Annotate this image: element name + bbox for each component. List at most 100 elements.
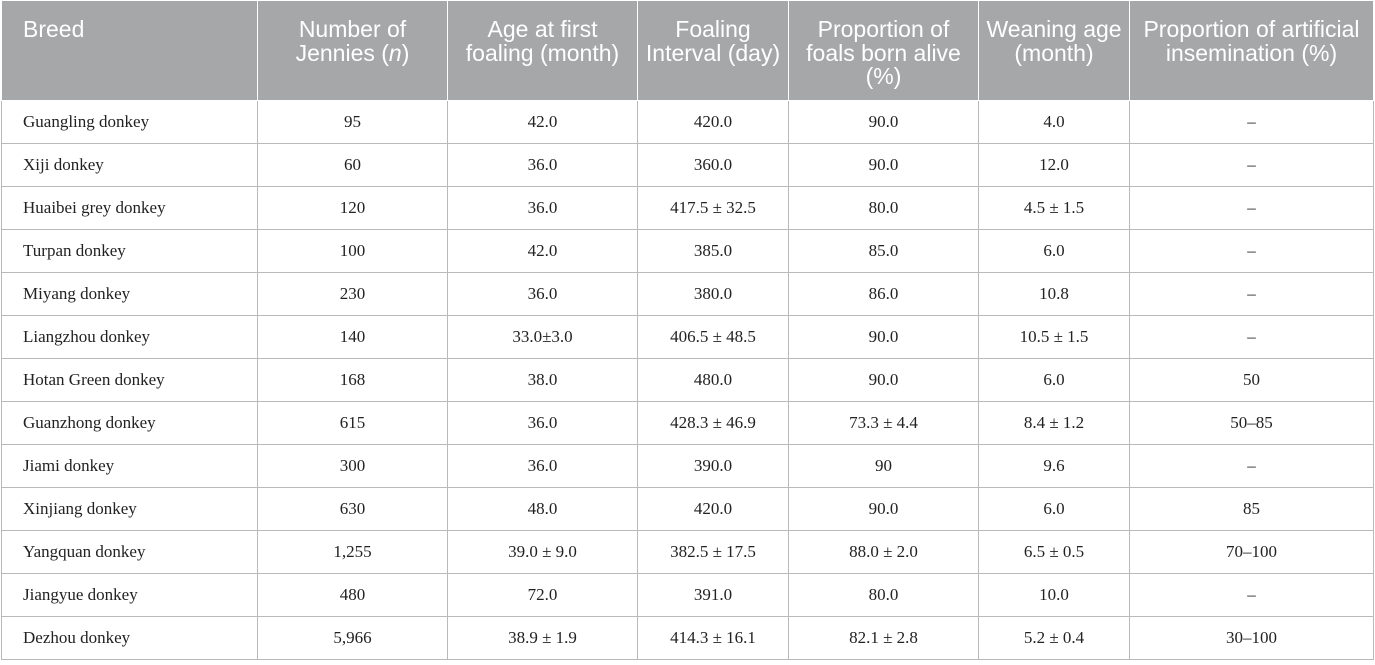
cell-weaning-age: 10.5 ± 1.5 bbox=[978, 315, 1130, 359]
cell-artificial-insemination: 50–85 bbox=[1129, 401, 1374, 445]
cell-foaling-interval: 420.0 bbox=[637, 487, 789, 531]
table-row: Jiami donkey 300 36.0 390.0 90 9.6– bbox=[1, 444, 1374, 488]
cell-weaning-age: 6.5 ± 0.5 bbox=[978, 530, 1130, 574]
cell-weaning-age: 10.8 bbox=[978, 272, 1130, 316]
table-row: Guangling donkey 95 42.0 420.0 90.0 4.0– bbox=[1, 100, 1374, 144]
cell-foals-born-alive: 90.0 bbox=[788, 315, 979, 359]
cell-number-of-jennies: 300 bbox=[257, 444, 448, 488]
cell-weaning-age: 9.6 bbox=[978, 444, 1130, 488]
cell-weaning-age: 4.5 ± 1.5 bbox=[978, 186, 1130, 230]
cell-number-of-jennies: 615 bbox=[257, 401, 448, 445]
cell-age-first-foaling: 36.0 bbox=[447, 444, 638, 488]
cell-artificial-insemination: – bbox=[1129, 573, 1374, 617]
cell-number-of-jennies: 140 bbox=[257, 315, 448, 359]
cell-age-first-foaling: 36.0 bbox=[447, 186, 638, 230]
cell-weaning-age: 6.0 bbox=[978, 358, 1130, 402]
cell-foaling-interval: 382.5 ± 17.5 bbox=[637, 530, 789, 574]
cell-number-of-jennies: 480 bbox=[257, 573, 448, 617]
table-header-row: Breed Number of Jennies (n) Age at first… bbox=[1, 0, 1374, 101]
table-row: Liangzhou donkey 140 33.0±3.0 406.5 ± 48.5 9… bbox=[1, 315, 1374, 359]
header-foaling-interval: Foaling Interval (day) bbox=[637, 0, 789, 101]
cell-age-first-foaling: 33.0±3.0 bbox=[447, 315, 638, 359]
table-row: Guanzhong donkey 615 36.0 428.3 ± 46.9 73.3 … bbox=[1, 401, 1374, 445]
cell-foaling-interval: 420.0 bbox=[637, 100, 789, 144]
cell-age-first-foaling: 42.0 bbox=[447, 100, 638, 144]
header-number-of-jennies-n: n bbox=[388, 39, 402, 66]
cell-artificial-insemination: – bbox=[1129, 444, 1374, 488]
cell-weaning-age: 4.0 bbox=[978, 100, 1130, 144]
cell-foals-born-alive: 88.0 ± 2.0 bbox=[788, 530, 979, 574]
cell-breed: Miyang donkey bbox=[1, 272, 258, 316]
cell-artificial-insemination: – bbox=[1129, 186, 1374, 230]
cell-number-of-jennies: 120 bbox=[257, 186, 448, 230]
table-row: Xinjiang donkey 630 48.0 420.0 90.0 6.0 85 bbox=[1, 487, 1374, 531]
cell-breed: Xiji donkey bbox=[1, 143, 258, 187]
cell-artificial-insemination: – bbox=[1129, 143, 1374, 187]
cell-number-of-jennies: 1,255 bbox=[257, 530, 448, 574]
cell-foaling-interval: 385.0 bbox=[637, 229, 789, 273]
header-age-first-foaling: Age at first foaling (month) bbox=[447, 0, 638, 101]
table-body: Guangling donkey 95 42.0 420.0 90.0 4.0– Xiji … bbox=[1, 100, 1374, 660]
cell-foaling-interval: 414.3 ± 16.1 bbox=[637, 616, 789, 660]
table-row: Hotan Green donkey 168 38.0 480.0 90.0 6.0 50 bbox=[1, 358, 1374, 402]
table-row: Xiji donkey 60 36.0 360.0 90.0 12.0– bbox=[1, 143, 1374, 187]
cell-weaning-age: 6.0 bbox=[978, 487, 1130, 531]
table-row: Turpan donkey 100 42.0 385.0 85.0 6.0– bbox=[1, 229, 1374, 273]
cell-number-of-jennies: 5,966 bbox=[257, 616, 448, 660]
cell-foals-born-alive: 90.0 bbox=[788, 143, 979, 187]
cell-number-of-jennies: 230 bbox=[257, 272, 448, 316]
cell-number-of-jennies: 630 bbox=[257, 487, 448, 531]
cell-foaling-interval: 360.0 bbox=[637, 143, 789, 187]
cell-age-first-foaling: 39.0 ± 9.0 bbox=[447, 530, 638, 574]
cell-foaling-interval: 417.5 ± 32.5 bbox=[637, 186, 789, 230]
cell-foals-born-alive: 90.0 bbox=[788, 100, 979, 144]
header-breed: Breed bbox=[1, 0, 258, 101]
header-weaning-age: Weaning age (month) bbox=[978, 0, 1130, 101]
cell-breed: Jiangyue donkey bbox=[1, 573, 258, 617]
cell-breed: Jiami donkey bbox=[1, 444, 258, 488]
cell-breed: Guanzhong donkey bbox=[1, 401, 258, 445]
cell-foals-born-alive: 86.0 bbox=[788, 272, 979, 316]
cell-foaling-interval: 391.0 bbox=[637, 573, 789, 617]
cell-foaling-interval: 380.0 bbox=[637, 272, 789, 316]
cell-foals-born-alive: 80.0 bbox=[788, 186, 979, 230]
header-artificial-insemination: Proportion of artificial insemination (%… bbox=[1129, 0, 1374, 101]
cell-artificial-insemination: – bbox=[1129, 229, 1374, 273]
table-row: Dezhou donkey 5,966 38.9 ± 1.9 414.3 ± 16.1… bbox=[1, 616, 1374, 660]
cell-age-first-foaling: 72.0 bbox=[447, 573, 638, 617]
cell-number-of-jennies: 168 bbox=[257, 358, 448, 402]
cell-age-first-foaling: 36.0 bbox=[447, 401, 638, 445]
table-row: Jiangyue donkey 480 72.0 391.0 80.0 10.0– bbox=[1, 573, 1374, 617]
cell-age-first-foaling: 42.0 bbox=[447, 229, 638, 273]
cell-age-first-foaling: 38.0 bbox=[447, 358, 638, 402]
cell-artificial-insemination: 70–100 bbox=[1129, 530, 1374, 574]
cell-foals-born-alive: 82.1 ± 2.8 bbox=[788, 616, 979, 660]
header-number-of-jennies: Number of Jennies (n) bbox=[257, 0, 448, 101]
cell-foals-born-alive: 90.0 bbox=[788, 487, 979, 531]
cell-age-first-foaling: 38.9 ± 1.9 bbox=[447, 616, 638, 660]
cell-age-first-foaling: 48.0 bbox=[447, 487, 638, 531]
table-row: Miyang donkey 230 36.0 380.0 86.0 10.8– bbox=[1, 272, 1374, 316]
cell-artificial-insemination: – bbox=[1129, 272, 1374, 316]
cell-number-of-jennies: 60 bbox=[257, 143, 448, 187]
cell-foals-born-alive: 90 bbox=[788, 444, 979, 488]
cell-weaning-age: 8.4 ± 1.2 bbox=[978, 401, 1130, 445]
cell-breed: Huaibei grey donkey bbox=[1, 186, 258, 230]
cell-foals-born-alive: 73.3 ± 4.4 bbox=[788, 401, 979, 445]
cell-number-of-jennies: 100 bbox=[257, 229, 448, 273]
cell-foaling-interval: 406.5 ± 48.5 bbox=[637, 315, 789, 359]
cell-breed: Liangzhou donkey bbox=[1, 315, 258, 359]
cell-weaning-age: 5.2 ± 0.4 bbox=[978, 616, 1130, 660]
cell-breed: Hotan Green donkey bbox=[1, 358, 258, 402]
cell-weaning-age: 10.0 bbox=[978, 573, 1130, 617]
cell-weaning-age: 12.0 bbox=[978, 143, 1130, 187]
cell-artificial-insemination: 50 bbox=[1129, 358, 1374, 402]
cell-breed: Dezhou donkey bbox=[1, 616, 258, 660]
cell-foals-born-alive: 90.0 bbox=[788, 358, 979, 402]
cell-artificial-insemination: – bbox=[1129, 100, 1374, 144]
table-row: Yangquan donkey 1,255 39.0 ± 9.0 382.5 ± 17… bbox=[1, 530, 1374, 574]
header-number-of-jennies-post: ) bbox=[401, 39, 410, 66]
cell-number-of-jennies: 95 bbox=[257, 100, 448, 144]
header-foals-born-alive: Proportion of foals born alive (%) bbox=[788, 0, 979, 101]
